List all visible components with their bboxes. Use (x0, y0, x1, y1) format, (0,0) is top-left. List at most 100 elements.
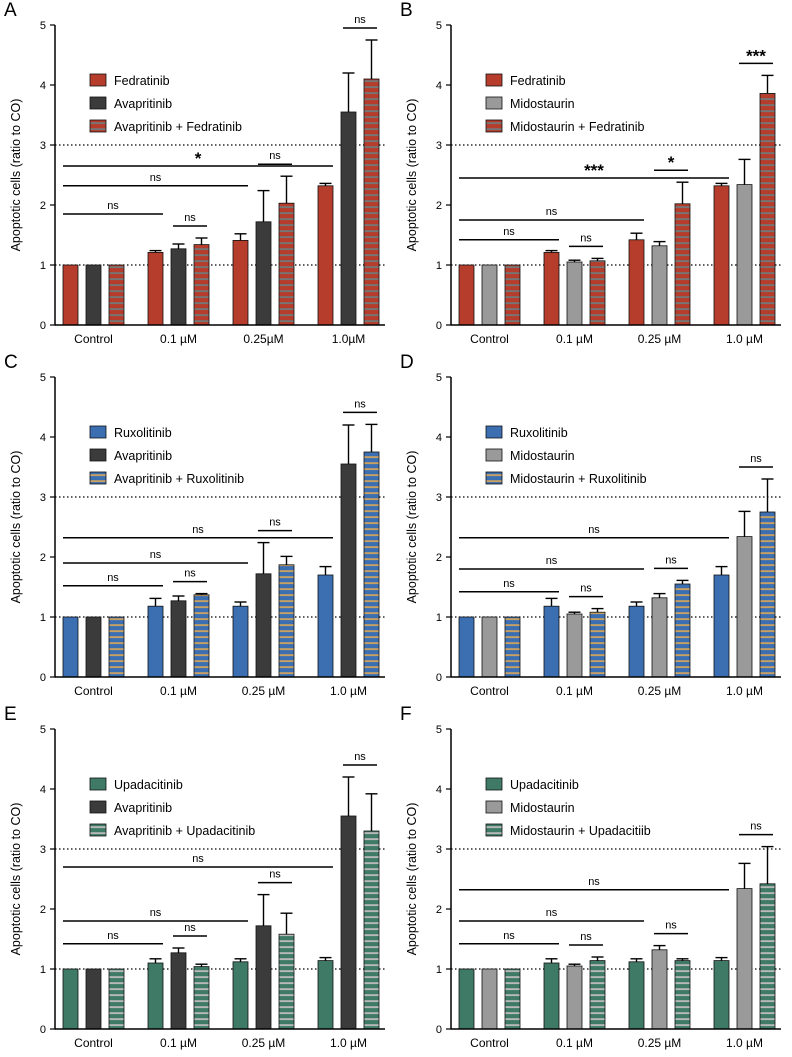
x-tick-label: 0.1 µM (556, 1036, 593, 1050)
chart-panel-e: 0 1 2 3 4 5 Apoptotic cells (ratio to CO) Contr… (9, 724, 385, 1050)
bar (736, 888, 753, 1030)
bar (363, 78, 380, 326)
panel-a: A 0 1 2 3 4 5 Apoptotic cells (ratio to CO) Con… (0, 0, 396, 352)
significance-label: ns (503, 578, 515, 590)
bar (543, 605, 560, 678)
bar (481, 616, 498, 678)
legend-label: Ruxolitinib (114, 426, 172, 440)
panel-letter: B (400, 0, 413, 21)
y-axis-title: Apoptotic cells (ratio to CO) (405, 99, 419, 252)
bar (543, 962, 560, 1030)
legend-label: Midostaurin + Ruxolitinib (510, 472, 647, 486)
bar (340, 111, 357, 326)
y-tick-label: 5 (40, 20, 46, 32)
bar (458, 616, 475, 678)
legend-label: Midostaurin + Fedratinib (510, 120, 644, 134)
bar (481, 264, 498, 326)
bar (651, 245, 668, 326)
significance-label: ns (546, 206, 558, 218)
bar (170, 600, 187, 678)
significance-label: ns (184, 212, 196, 224)
legend-label: Midostaurin (510, 801, 575, 815)
legend-swatch (485, 119, 503, 133)
significance-label: ns (580, 232, 592, 244)
legend-swatch (89, 800, 107, 814)
y-tick-label: 1 (436, 612, 442, 624)
significance-label: ns (665, 554, 677, 566)
legend-label: Fedratinib (114, 74, 170, 88)
significance-label: ns (750, 453, 762, 465)
significance-label: ns (546, 907, 558, 919)
y-axis-title: Apoptotic cells (ratio to CO) (9, 451, 23, 604)
y-tick-label: 0 (40, 672, 46, 684)
y-tick-label: 5 (40, 724, 46, 736)
x-tick-label: 0.25µM (243, 332, 283, 346)
y-tick-label: 5 (436, 20, 442, 32)
bar (713, 574, 730, 678)
bar (255, 221, 272, 326)
significance-label: *** (584, 161, 604, 180)
legend-label: Avapritinib + Fedratinib (114, 120, 242, 134)
bar (628, 961, 645, 1030)
significance-label: ns (580, 583, 592, 595)
y-tick-label: 2 (40, 904, 46, 916)
y-tick-label: 1 (436, 964, 442, 976)
bar (147, 251, 164, 326)
legend-swatch (89, 73, 107, 87)
legend-swatch (485, 777, 503, 791)
significance-label: *** (746, 46, 766, 65)
significance-label: ns (269, 150, 281, 162)
y-tick-label: 2 (436, 200, 442, 212)
bar (170, 952, 187, 1030)
bar (193, 594, 210, 678)
chart-panel-b: 0 1 2 3 4 5 Apoptotic cells (ratio to CO) Contr… (405, 20, 781, 346)
significance-label: ns (750, 821, 762, 833)
bar (255, 573, 272, 678)
legend-label: Ruxolitinib (510, 426, 568, 440)
x-tick-label: 0.1 µM (160, 1036, 197, 1050)
bar (674, 583, 691, 678)
y-tick-label: 1 (436, 260, 442, 272)
panel-letter: F (400, 704, 412, 725)
y-tick-label: 4 (40, 432, 46, 444)
x-tick-label: Control (470, 332, 509, 346)
bar (108, 968, 125, 1030)
y-axis-title: Apoptotic cells (ratio to CO) (405, 451, 419, 604)
significance-label: ns (354, 398, 366, 410)
y-tick-label: 3 (436, 140, 442, 152)
y-tick-label: 4 (40, 784, 46, 796)
x-tick-label: 1.0 µM (330, 684, 367, 698)
significance-label: ns (588, 524, 600, 536)
y-tick-label: 2 (40, 200, 46, 212)
significance-label: * (195, 149, 202, 168)
significance-label: ns (269, 869, 281, 881)
legend-swatch (485, 73, 503, 87)
y-tick-label: 5 (436, 724, 442, 736)
bar (504, 264, 521, 326)
bar (458, 968, 475, 1030)
y-tick-label: 0 (40, 1024, 46, 1036)
legend-swatch (89, 823, 107, 837)
bar (278, 933, 295, 1030)
significance-label: ns (580, 931, 592, 943)
legend-swatch (89, 119, 107, 133)
legend-label: Upadacitinib (510, 778, 579, 792)
significance-label: ns (184, 568, 196, 580)
bar (481, 968, 498, 1030)
x-tick-label: 1.0 µM (726, 684, 763, 698)
bar (566, 965, 583, 1030)
significance-label: ns (184, 922, 196, 934)
x-tick-label: 0.1 µM (160, 332, 197, 346)
bar (278, 564, 295, 678)
bar (62, 616, 79, 678)
legend-label: Midostaurin (510, 449, 575, 463)
x-tick-label: Control (74, 332, 113, 346)
bar (108, 616, 125, 678)
bar (458, 264, 475, 326)
y-tick-label: 4 (436, 432, 442, 444)
y-axis-title: Apoptotic cells (ratio to CO) (9, 99, 23, 252)
legend-swatch (485, 425, 503, 439)
y-tick-label: 3 (436, 844, 442, 856)
bar (504, 968, 521, 1030)
x-tick-label: 0.25 µM (638, 684, 682, 698)
